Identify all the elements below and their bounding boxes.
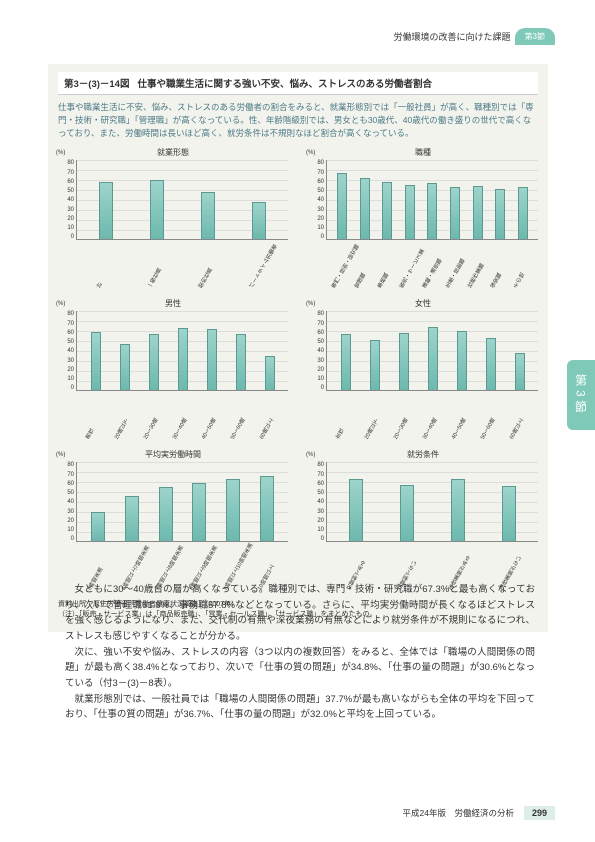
bar — [226, 479, 240, 541]
x-labels: 男性20歳以下20～30歳30～40歳40～50歳50～60歳60歳以上 — [76, 411, 288, 441]
y-unit: (%) — [306, 452, 315, 458]
bar — [427, 183, 437, 239]
y-unit: (%) — [56, 150, 65, 156]
bar — [450, 187, 460, 239]
page-number: 299 — [524, 806, 555, 820]
bar — [405, 185, 415, 239]
chart-0: 就業形態(%)80706050403020100計一般社員契約社員パートタイム労… — [58, 147, 288, 290]
plot — [326, 462, 538, 542]
bar — [201, 192, 215, 239]
chart-3: 女性(%)80706050403020100女性20歳以下20～30歳30～40… — [308, 298, 538, 441]
y-axis: 80706050403020100 — [308, 160, 326, 240]
x-labels: 女性20歳以下20～30歳30～40歳40～50歳50～60歳60歳以上 — [326, 411, 538, 441]
chart-4: 平均実労働時間(%)807060504030201006時間未満6時間以上7時間… — [58, 449, 288, 592]
chart-title: 就業形態 — [58, 147, 288, 158]
y-unit: (%) — [306, 150, 315, 156]
chart-title: 職種 — [308, 147, 538, 158]
bar — [150, 180, 164, 239]
bar — [518, 187, 528, 239]
x-labels: 専門・技術・研究職管理職事務職販売・サービス業運輸・通信職生産・技能職社務作業職… — [326, 260, 538, 290]
page-footer: 平成24年版 労働経済の分析 299 — [403, 806, 556, 820]
bar — [120, 344, 130, 390]
bar — [360, 178, 370, 239]
bar — [265, 356, 275, 391]
bar — [400, 485, 414, 541]
bar — [207, 329, 217, 390]
y-axis: 80706050403020100 — [58, 462, 76, 542]
bar — [370, 340, 380, 390]
side-tab: 第3節 — [567, 360, 595, 430]
bar — [159, 487, 173, 541]
bar — [486, 338, 496, 390]
bar — [341, 334, 351, 390]
chart-2: 男性(%)80706050403020100男性20歳以下20～30歳30～40… — [58, 298, 288, 441]
chart-1: 職種(%)80706050403020100専門・技術・研究職管理職事務職販売・… — [308, 147, 538, 290]
body-paragraph-2: 次に、強い不安や悩み、ストレスの内容（3つ以内の複数回答）をみると、全体では「職… — [65, 645, 535, 692]
header-tab: 第3節 — [515, 28, 555, 45]
bar — [349, 479, 363, 541]
plot — [326, 160, 538, 240]
bar — [192, 483, 206, 541]
bar — [502, 486, 516, 541]
body-paragraph-1: 女ともに30～40歳台の層が高くなっている。職種別では、専門・技術・研究職が67… — [65, 582, 535, 645]
breadcrumb: 労働環境の改善に向けた課題 — [394, 30, 511, 43]
page-header: 労働環境の改善に向けた課題 第3節 — [394, 28, 555, 45]
y-axis: 80706050403020100 — [58, 311, 76, 391]
body-paragraph-3: 就業形態別では、一般社員では「職場の人間関係の問題」37.7%が最も高いながらも… — [65, 692, 535, 723]
chart-area: (%)80706050403020100 — [308, 462, 538, 562]
plot — [326, 311, 538, 391]
plot — [76, 462, 288, 542]
chart-title: 就労条件 — [308, 449, 538, 460]
bar — [399, 333, 409, 390]
bar — [495, 189, 505, 239]
y-axis: 80706050403020100 — [308, 462, 326, 542]
plot — [76, 311, 288, 391]
footer-caption: 平成24年版 労働経済の分析 — [403, 807, 514, 819]
plot — [76, 160, 288, 240]
bar — [91, 512, 105, 542]
body-text: 女ともに30～40歳台の層が高くなっている。職種別では、専門・技術・研究職が67… — [65, 582, 535, 723]
y-unit: (%) — [56, 301, 65, 307]
figure-title-bar: 第3－(3)－14図 仕事や職業生活に関する強い不安、悩み、ストレスのある労働者… — [58, 72, 538, 95]
y-axis: 80706050403020100 — [308, 311, 326, 391]
bar — [91, 332, 101, 390]
chart-area: (%)80706050403020100 — [308, 311, 538, 411]
bar — [382, 182, 392, 239]
figure-description: 仕事や職業生活に不安、悩み、ストレスのある労働者の割合をみると、就業形態別では「… — [58, 101, 538, 139]
y-axis: 80706050403020100 — [58, 160, 76, 240]
figure-number: 第3－(3)－14図 — [64, 76, 129, 90]
bar — [451, 479, 465, 541]
bar — [260, 476, 274, 541]
y-unit: (%) — [56, 452, 65, 458]
bar — [252, 202, 266, 240]
chart-title: 女性 — [308, 298, 538, 309]
bar — [236, 334, 246, 390]
bar — [515, 353, 525, 391]
chart-title: 男性 — [58, 298, 288, 309]
figure-title: 仕事や職業生活に関する強い不安、悩み、ストレスのある労働者割合 — [137, 76, 432, 90]
chart-5: 就労条件(%)80706050403020100交替制である交替制でない深夜業務… — [308, 449, 538, 592]
bar — [125, 496, 139, 541]
x-labels: 計一般社員契約社員パートタイム労働者 — [76, 260, 288, 290]
charts-grid: 就業形態(%)80706050403020100計一般社員契約社員パートタイム労… — [58, 147, 538, 592]
chart-area: (%)80706050403020100 — [308, 160, 538, 260]
figure-box: 第3－(3)－14図 仕事や職業生活に関する強い不安、悩み、ストレスのある労働者… — [48, 64, 548, 632]
bar — [178, 328, 188, 390]
bar — [149, 334, 159, 390]
chart-area: (%)80706050403020100 — [58, 160, 288, 260]
bar — [99, 182, 113, 239]
bar — [457, 331, 467, 390]
chart-title: 平均実労働時間 — [58, 449, 288, 460]
chart-area: (%)80706050403020100 — [58, 311, 288, 411]
bar — [337, 173, 347, 239]
y-unit: (%) — [306, 301, 315, 307]
bar — [428, 327, 438, 390]
bar — [473, 186, 483, 239]
